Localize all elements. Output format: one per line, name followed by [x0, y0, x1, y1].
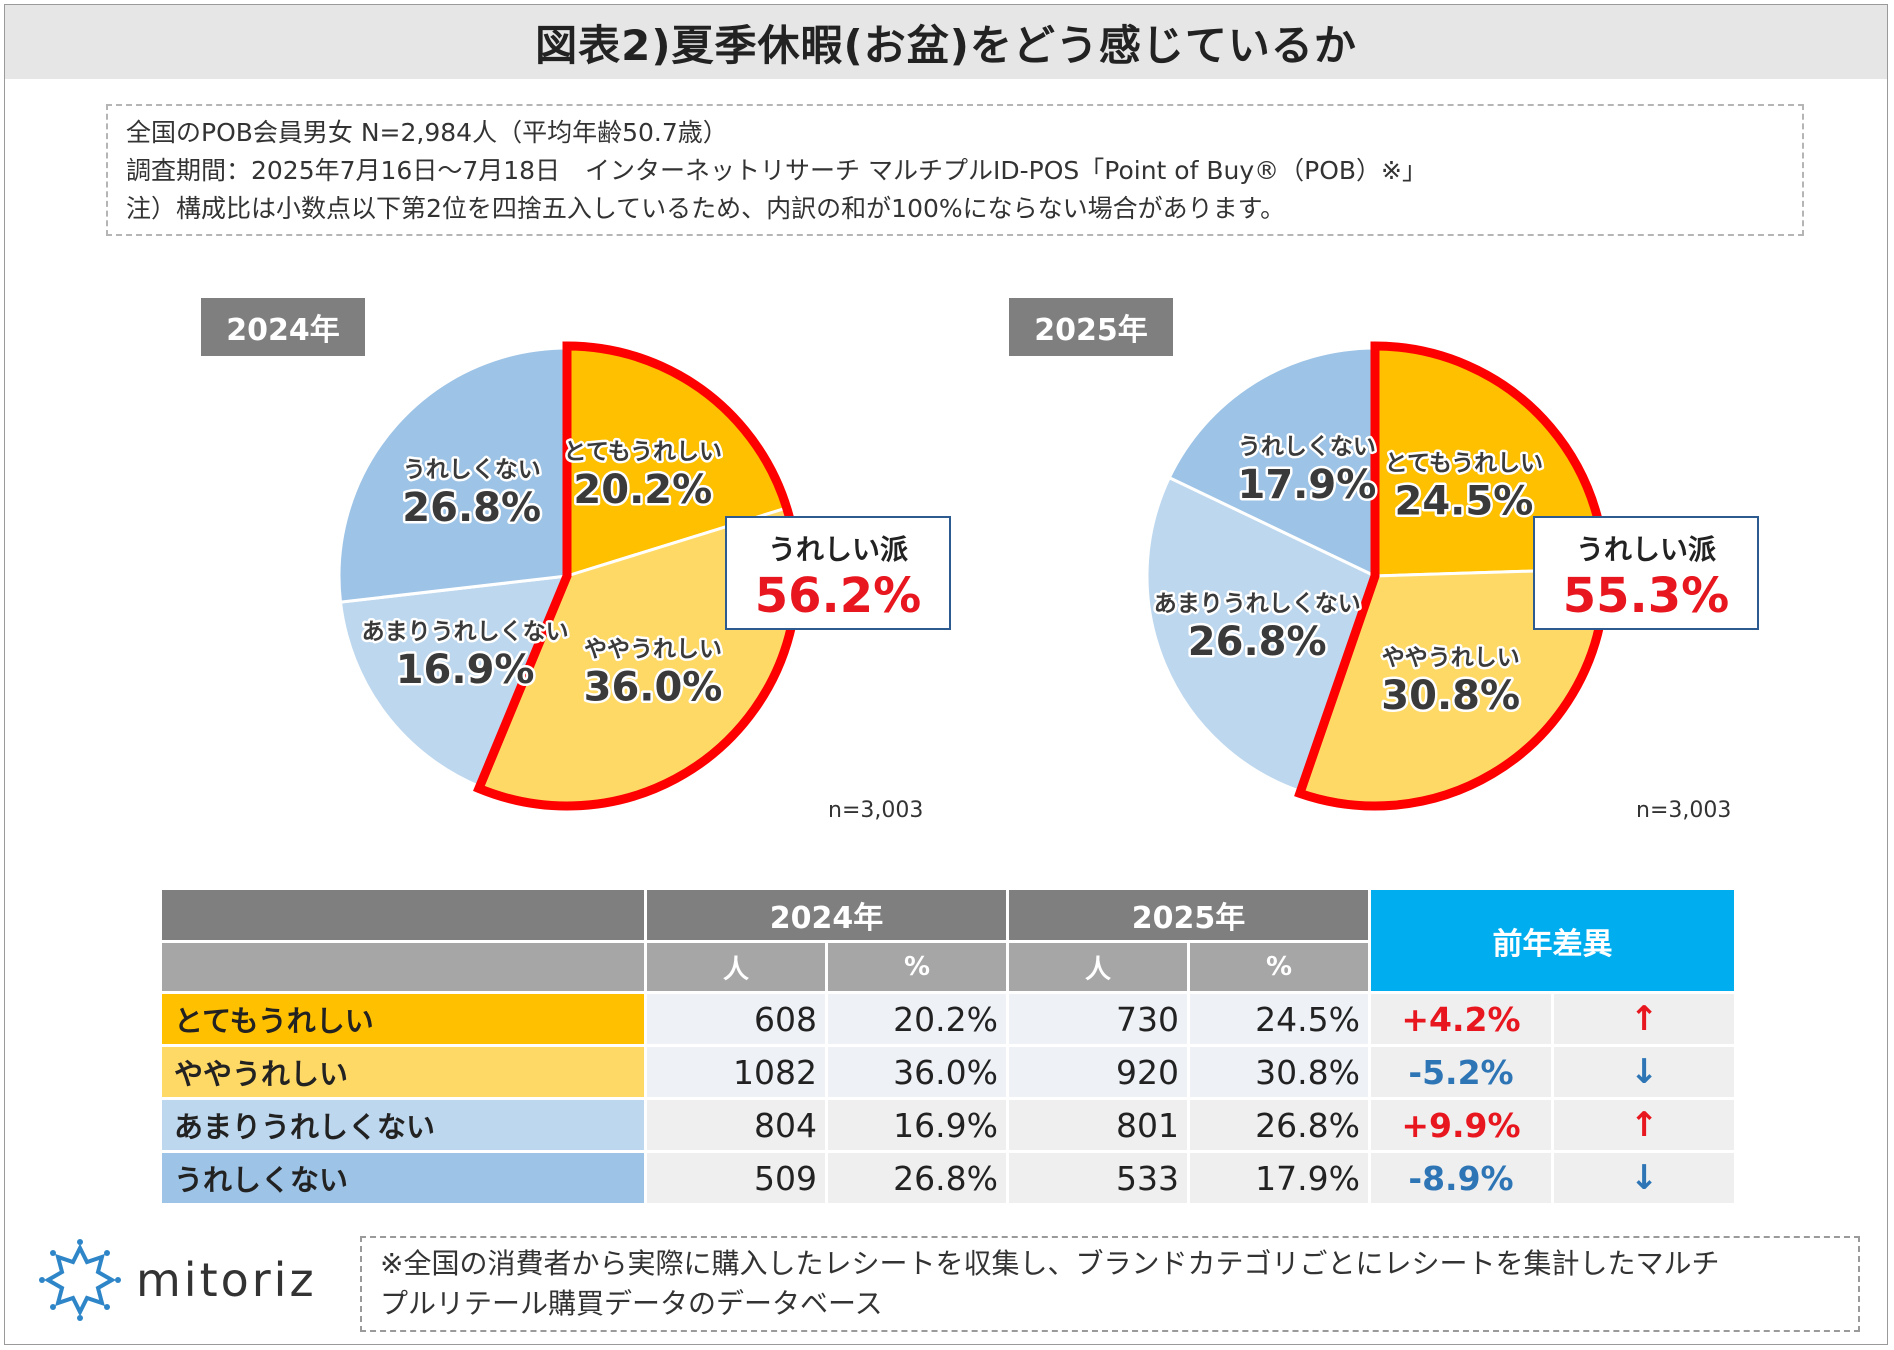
table-subheader-2024-pct: % — [828, 943, 1006, 991]
cell-diff: -5.2% — [1371, 1047, 1551, 1097]
callout-value-2024: 56.2% — [754, 568, 922, 624]
slice-value-not-happy: 17.9% — [1238, 462, 1377, 508]
slice-value-somewhat-happy: 30.8% — [1381, 673, 1520, 719]
cell-2024-people: 509 — [647, 1153, 825, 1203]
sample-size-2024: n=3,003 — [828, 798, 924, 823]
cell-2024-pct: 26.8% — [828, 1153, 1006, 1203]
arrow-up-icon: ↑ — [1554, 1100, 1734, 1150]
arrow-down-icon: ↓ — [1554, 1047, 1734, 1097]
page-frame — [4, 4, 1888, 1345]
row-label-not-very-happy: あまりうれしくない — [162, 1100, 644, 1150]
slice-label-very-happy: とてもうれしい — [564, 439, 722, 465]
footnote-line-2: プルリテール購買データのデータベース — [380, 1287, 883, 1320]
logo-text: mitoriz — [136, 1253, 317, 1307]
slice-not-happy — [337, 346, 569, 604]
survey-info-line-3: 注）構成比は小数点以下第2位を四捨五入しているため、内訳の和が100%にならない… — [126, 194, 1286, 223]
table-row: うれしくない 509 26.8% 533 17.9% -8.9% ↓ — [162, 1153, 1734, 1203]
cell-2025-pct: 17.9% — [1190, 1153, 1368, 1203]
table-header-2025: 2025年 — [1009, 890, 1368, 940]
table-row: ややうれしい 1082 36.0% 920 30.8% -5.2% ↓ — [162, 1047, 1734, 1097]
table-subheader-2024-people: 人 — [647, 943, 825, 991]
callout-label-2024: うれしい派 — [767, 533, 908, 566]
table-row: とてもうれしい 608 20.2% 730 24.5% +4.2% ↑ — [162, 994, 1734, 1044]
cell-2024-people: 608 — [647, 994, 825, 1044]
row-label-very-happy: とてもうれしい — [162, 994, 644, 1044]
callout-label-2025: うれしい派 — [1575, 533, 1716, 566]
cell-2024-pct: 20.2% — [828, 994, 1006, 1044]
mitoriz-logo: mitoriz — [38, 1239, 338, 1321]
row-label-not-happy: うれしくない — [162, 1153, 644, 1203]
footnote-box: ※全国の消費者から実際に購入したレシートを収集し、ブランドカテゴリごとにレシート… — [360, 1236, 1860, 1332]
survey-info-box: 全国のPOB会員男女 N=2,984人（平均年齢50.7歳） 調査期間：2025… — [106, 104, 1804, 236]
cell-2025-pct: 24.5% — [1190, 994, 1368, 1044]
table-header-corner-top — [162, 890, 644, 940]
year-tag-2024: 2024年 — [201, 298, 365, 356]
cell-diff: +4.2% — [1371, 994, 1551, 1044]
cell-2025-pct: 30.8% — [1190, 1047, 1368, 1097]
comparison-table: 2024年 2025年 前年差異 人 % 人 % とてもうれしい 608 20.… — [159, 887, 1737, 1206]
slice-not-very-happy — [1145, 475, 1377, 794]
survey-info-line-2: 調査期間：2025年7月16日～7月18日 インターネットリサーチ マルチプルI… — [126, 156, 1427, 185]
slice-value-very-happy: 20.2% — [573, 467, 712, 513]
title-bar: 図表2)夏季休暇(お盆)をどう感じているか — [5, 5, 1887, 79]
arrow-up-icon: ↑ — [1554, 994, 1734, 1044]
table-row: あまりうれしくない 804 16.9% 801 26.8% +9.9% ↑ — [162, 1100, 1734, 1150]
cell-2025-pct: 26.8% — [1190, 1100, 1368, 1150]
callout-value-2025: 55.3% — [1562, 568, 1730, 624]
arrow-down-icon: ↓ — [1554, 1153, 1734, 1203]
slice-label-not-very-happy: あまりうれしくない — [362, 619, 569, 645]
callout-2024: うれしい派 56.2% — [725, 516, 951, 630]
cell-2024-people: 1082 — [647, 1047, 825, 1097]
slice-value-very-happy: 24.5% — [1395, 478, 1534, 524]
table-header-corner-bottom — [162, 943, 644, 991]
row-label-somewhat-happy: ややうれしい — [162, 1047, 644, 1097]
logo-mark-icon — [39, 1239, 121, 1321]
cell-2024-people: 804 — [647, 1100, 825, 1150]
sample-size-2025: n=3,003 — [1636, 798, 1732, 823]
cell-diff: +9.9% — [1371, 1100, 1551, 1150]
slice-label-not-happy: うれしくない — [403, 457, 541, 483]
table-subheader-2025-pct: % — [1190, 943, 1368, 991]
slice-not-very-happy — [338, 574, 570, 789]
page-title: 図表2)夏季休暇(お盆)をどう感じているか — [535, 20, 1357, 70]
cell-2025-people: 730 — [1009, 994, 1187, 1044]
slice-label-somewhat-happy: ややうれしい — [584, 636, 722, 662]
table-header-2024: 2024年 — [647, 890, 1006, 940]
slice-label-somewhat-happy: ややうれしい — [1382, 645, 1520, 671]
slice-label-very-happy: とてもうれしい — [1385, 450, 1543, 476]
cell-2024-pct: 16.9% — [828, 1100, 1006, 1150]
callout-2025: うれしい派 55.3% — [1533, 516, 1759, 630]
table-subheader-2025-people: 人 — [1009, 943, 1187, 991]
survey-info-line-1: 全国のPOB会員男女 N=2,984人（平均年齢50.7歳） — [126, 118, 728, 147]
cell-diff: -8.9% — [1371, 1153, 1551, 1203]
slice-value-not-very-happy: 16.9% — [396, 647, 535, 693]
cell-2024-pct: 36.0% — [828, 1047, 1006, 1097]
cell-2025-people: 801 — [1009, 1100, 1187, 1150]
slice-not-happy — [1167, 346, 1377, 579]
slice-label-not-very-happy: あまりうれしくない — [1154, 591, 1361, 617]
slice-value-somewhat-happy: 36.0% — [584, 664, 723, 710]
slice-value-not-happy: 26.8% — [402, 485, 541, 531]
table-header-diff: 前年差異 — [1371, 890, 1734, 991]
slice-value-not-very-happy: 26.8% — [1188, 619, 1327, 665]
slice-label-not-happy: うれしくない — [1238, 434, 1376, 460]
footnote-line-1: ※全国の消費者から実際に購入したレシートを収集し、ブランドカテゴリごとにレシート… — [380, 1247, 1720, 1280]
cell-2025-people: 533 — [1009, 1153, 1187, 1203]
cell-2025-people: 920 — [1009, 1047, 1187, 1097]
year-tag-2025: 2025年 — [1009, 298, 1173, 356]
